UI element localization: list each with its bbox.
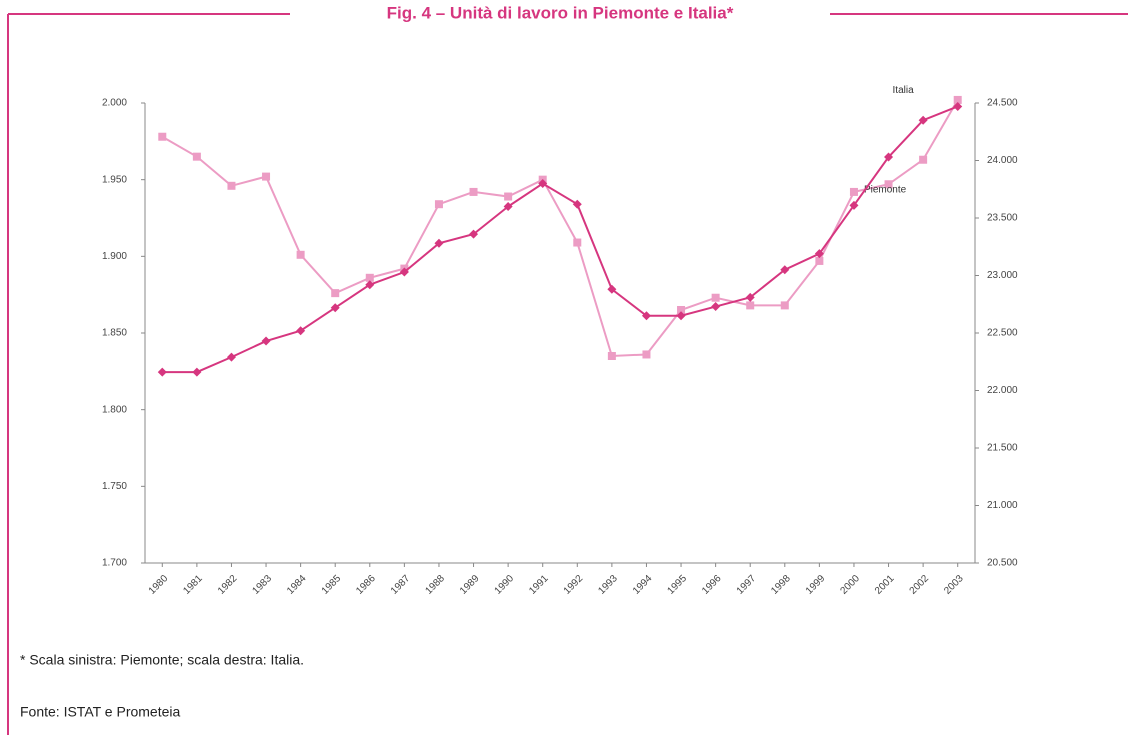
- x-tick-label: 2001: [873, 573, 897, 597]
- marker: [745, 292, 755, 302]
- series-label: Piemonte: [864, 185, 907, 196]
- x-tick-label: 1984: [285, 573, 309, 597]
- x-tick-label: 1989: [458, 573, 482, 597]
- marker: [399, 267, 409, 277]
- x-tick-label: 1980: [147, 573, 171, 597]
- y2-tick-label: 24.500: [987, 98, 1018, 109]
- marker: [849, 200, 859, 210]
- marker: [157, 367, 167, 377]
- x-tick-label: 1996: [700, 573, 724, 597]
- series-line: [161, 99, 959, 358]
- x-tick-label: 1990: [493, 573, 517, 597]
- x-tick-label: 1995: [666, 573, 690, 597]
- x-tick-label: 2003: [942, 573, 966, 597]
- marker: [884, 152, 894, 162]
- marker: [434, 200, 443, 209]
- marker: [607, 284, 617, 294]
- marker: [711, 302, 721, 312]
- marker: [607, 352, 616, 360]
- x-tick-label: 1985: [320, 573, 344, 597]
- marker: [434, 238, 444, 248]
- y-tick-label: 1.850: [102, 328, 127, 339]
- marker: [676, 311, 686, 321]
- x-tick-label: 1987: [389, 573, 413, 597]
- series-line: [162, 105, 959, 374]
- note: * Scala sinistra: Piemonte; scala destra…: [20, 652, 304, 668]
- x-tick-label: 1999: [804, 573, 828, 597]
- x-tick-label: 1993: [596, 573, 620, 597]
- x-tick-label: 1992: [562, 573, 586, 597]
- y2-tick-label: 23.000: [987, 270, 1018, 281]
- marker: [538, 179, 548, 188]
- x-tick-label: 1998: [769, 573, 793, 597]
- source: Fonte: ISTAT e Prometeia: [20, 704, 181, 720]
- marker: [331, 289, 340, 298]
- marker: [365, 273, 374, 282]
- marker: [884, 180, 893, 189]
- marker: [815, 256, 824, 265]
- chart-title: Fig. 4 – Unità di lavoro in Piemonte e I…: [387, 3, 734, 22]
- marker: [919, 155, 928, 164]
- x-tick-label: 2000: [838, 573, 862, 597]
- marker: [192, 367, 202, 377]
- x-tick-label: 2002: [908, 573, 932, 597]
- y-tick-label: 2.000: [102, 98, 127, 109]
- marker: [503, 202, 513, 211]
- x-tick-label: 1983: [251, 573, 275, 597]
- marker: [780, 301, 789, 310]
- marker: [261, 336, 271, 346]
- y-tick-label: 1.700: [102, 558, 127, 569]
- x-tick-label: 1994: [631, 573, 655, 597]
- y2-tick-label: 24.000: [987, 155, 1018, 166]
- marker: [262, 172, 271, 181]
- marker: [330, 303, 340, 313]
- x-tick-label: 1982: [216, 573, 240, 597]
- marker: [953, 101, 963, 111]
- marker: [227, 181, 236, 190]
- y2-tick-label: 21.500: [987, 443, 1018, 454]
- x-tick-label: 1981: [181, 573, 205, 597]
- marker: [572, 199, 582, 209]
- marker: [296, 250, 305, 259]
- marker: [677, 306, 686, 314]
- x-tick-label: 1986: [354, 573, 378, 597]
- marker: [192, 152, 201, 161]
- marker: [365, 280, 375, 290]
- x-tick-label: 1988: [423, 573, 447, 597]
- marker: [849, 187, 858, 196]
- marker: [746, 301, 755, 310]
- marker: [573, 238, 582, 247]
- y-tick-label: 1.750: [102, 481, 127, 492]
- marker: [641, 311, 651, 321]
- marker: [469, 229, 479, 239]
- series-label: Italia: [893, 85, 915, 96]
- y-tick-label: 1.950: [102, 174, 127, 185]
- marker: [226, 352, 236, 362]
- marker: [814, 249, 824, 259]
- y2-tick-label: 23.500: [987, 213, 1018, 224]
- marker: [780, 265, 790, 275]
- y2-tick-label: 20.500: [987, 558, 1018, 569]
- x-tick-label: 1991: [527, 573, 551, 597]
- marker: [469, 187, 478, 196]
- x-tick-label: 1997: [735, 573, 759, 597]
- marker: [953, 95, 962, 104]
- y2-tick-label: 21.000: [987, 500, 1018, 511]
- y-tick-label: 1.900: [102, 251, 127, 262]
- marker: [711, 293, 720, 302]
- marker: [504, 192, 513, 201]
- marker: [642, 350, 651, 359]
- y2-tick-label: 22.000: [987, 385, 1018, 396]
- marker: [158, 132, 167, 141]
- marker: [918, 115, 928, 125]
- marker: [296, 326, 306, 336]
- y-tick-label: 1.800: [102, 404, 127, 415]
- y2-tick-label: 22.500: [987, 328, 1018, 339]
